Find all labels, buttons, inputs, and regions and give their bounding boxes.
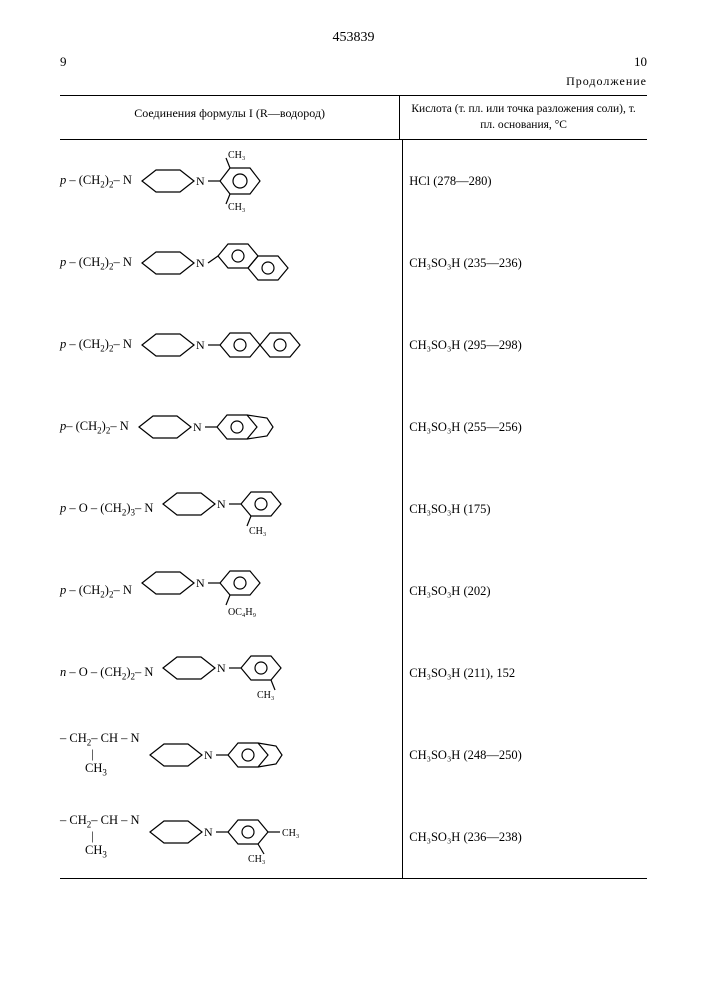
table-row: – CH2– CH – N | CH3 N [60,796,647,878]
formula-prefix: p – (CH2)2– N [60,255,132,272]
formula-cell: p – (CH2)2– N N [60,313,391,377]
formula-prefix: p – (CH2)2– N [60,337,132,354]
structure-icon: N CH₃ CH₃ [144,808,309,866]
formula-cell: p – (CH2)2– N N [60,226,391,300]
acid-cell: CH₃SO₃H (295—298) [391,330,647,361]
svg-text:OC₄H₉: OC₄H₉ [228,607,257,618]
formula-cell: p– (CH2)2– N N [60,396,391,458]
table-row: p – O – (CH2)3– N N CH₃ [60,468,647,550]
formula-prefix: – CH2– CH – N | CH3 [60,732,140,779]
svg-text:N: N [196,576,205,590]
structure-icon: N [133,404,298,450]
table-row: p– (CH2)2– N N CH₃SO [60,386,647,468]
svg-text:CH₃: CH₃ [257,690,274,701]
acid-cell: CH₃SO₃H (202) [391,576,647,607]
formula-prefix: p – (CH2)2– N [60,173,132,190]
formula-cell: – CH2– CH – N | CH3 N [60,724,391,787]
table-row: n – O – (CH2)2– N N CH₃ [60,632,647,714]
svg-text:CH₃: CH₃ [249,526,266,537]
svg-text:N: N [204,825,213,839]
table-row: – CH2– CH – N | CH3 N [60,714,647,796]
doc-number: 453839 [60,30,647,46]
formula-cell: p – (CH2)2– N N [60,142,391,220]
page: 453839 9 10 Продолжение Соединения форму… [0,0,707,899]
table-body: p – (CH2)2– N N [60,140,647,878]
acid-cell: CH₃SO₃H (236—238) [391,822,647,853]
svg-text:N: N [217,661,226,675]
svg-text:N: N [193,420,202,434]
svg-text:CH₃: CH₃ [228,202,245,212]
structure-icon: N [136,321,306,369]
table-header: Соединения формулы I (R—водород) Кислота… [60,96,647,140]
formula-prefix: p – (CH2)2– N [60,583,132,600]
acid-cell: CH₃SO₃H (255—256) [391,412,647,443]
svg-text:N: N [217,497,226,511]
svg-text:N: N [196,338,205,352]
svg-text:N: N [196,174,205,188]
continuation-label: Продолжение [60,74,647,89]
formula-cell: p – (CH2)2– N N OC₄H₉ [60,553,391,629]
page-numbers: 9 10 [60,54,647,70]
page-left: 9 [60,54,67,70]
table-row: p – (CH2)2– N N OC₄H₉ [60,550,647,632]
table-row: p – (CH2)2– N N [60,222,647,304]
formula-prefix: n – O – (CH2)2– N [60,665,153,682]
svg-text:CH₃: CH₃ [228,150,245,161]
structure-icon: N OC₄H₉ [136,561,291,621]
formula-cell: n – O – (CH2)2– N N CH₃ [60,636,391,710]
header-left: Соединения формулы I (R—водород) [60,96,400,139]
svg-text:N: N [204,748,213,762]
structure-icon: N [144,732,299,778]
column-divider [402,140,403,878]
svg-text:CH₃: CH₃ [248,854,265,865]
structure-icon: N CH₃ CH₃ [136,150,286,212]
structure-icon: N CH₃ [157,644,302,702]
structure-icon: N CH₃ [157,480,302,538]
acid-cell: CH₃SO₃H (248—250) [391,740,647,771]
acid-cell: CH₃SO₃H (235—236) [391,248,647,279]
formula-prefix: p– (CH2)2– N [60,419,129,436]
compounds-table: Соединения формулы I (R—водород) Кислота… [60,95,647,879]
acid-cell: HCl (278—280) [391,166,647,197]
table-row: p – (CH2)2– N N CH₃S [60,304,647,386]
formula-cell: p – O – (CH2)3– N N CH₃ [60,472,391,546]
formula-prefix: – CH2– CH – N | CH3 [60,814,140,861]
svg-text:N: N [196,256,205,270]
svg-text:CH₃: CH₃ [282,828,299,839]
acid-cell: CH₃SO₃H (175) [391,494,647,525]
acid-cell: CH₃SO₃H (211), 152 [391,658,647,689]
structure-icon: N [136,234,296,292]
table-row: p – (CH2)2– N N [60,140,647,222]
formula-prefix: p – O – (CH2)3– N [60,501,153,518]
page-right: 10 [634,54,647,70]
formula-cell: – CH2– CH – N | CH3 N [60,800,391,874]
header-right: Кислота (т. пл. или точка разложения сол… [400,96,647,139]
